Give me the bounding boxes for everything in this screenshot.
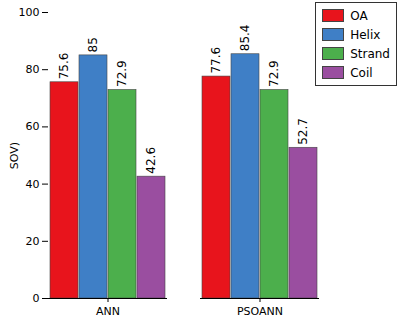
svg-text:77.6: 77.6 (209, 47, 223, 74)
svg-text:100: 100 (19, 6, 40, 19)
svg-text:72.9: 72.9 (267, 60, 281, 87)
html-text:Strand: Strand (350, 46, 390, 61)
svg-text:20: 20 (26, 235, 40, 248)
svg-text:0: 0 (33, 292, 40, 305)
svg-text:72.9: 72.9 (115, 60, 129, 87)
svg-text:52.7: 52.7 (296, 118, 310, 145)
svg-text:80: 80 (26, 63, 40, 76)
svg-text:SOV): SOV) (8, 142, 21, 169)
svg-text:PSOANN: PSOANN (237, 305, 283, 318)
svg-text:85: 85 (86, 37, 100, 52)
svg-text:42.6: 42.6 (144, 147, 158, 174)
html-text:Coil: Coil (350, 65, 373, 80)
svg-text:ANN: ANN (96, 305, 120, 318)
html-text:OA: OA (350, 8, 368, 23)
svg-text:85.4: 85.4 (238, 25, 252, 52)
html-text:Helix: Helix (350, 27, 381, 42)
svg-text:75.6: 75.6 (57, 53, 71, 80)
svg-text:60: 60 (26, 120, 40, 133)
svg-text:40: 40 (26, 178, 40, 191)
